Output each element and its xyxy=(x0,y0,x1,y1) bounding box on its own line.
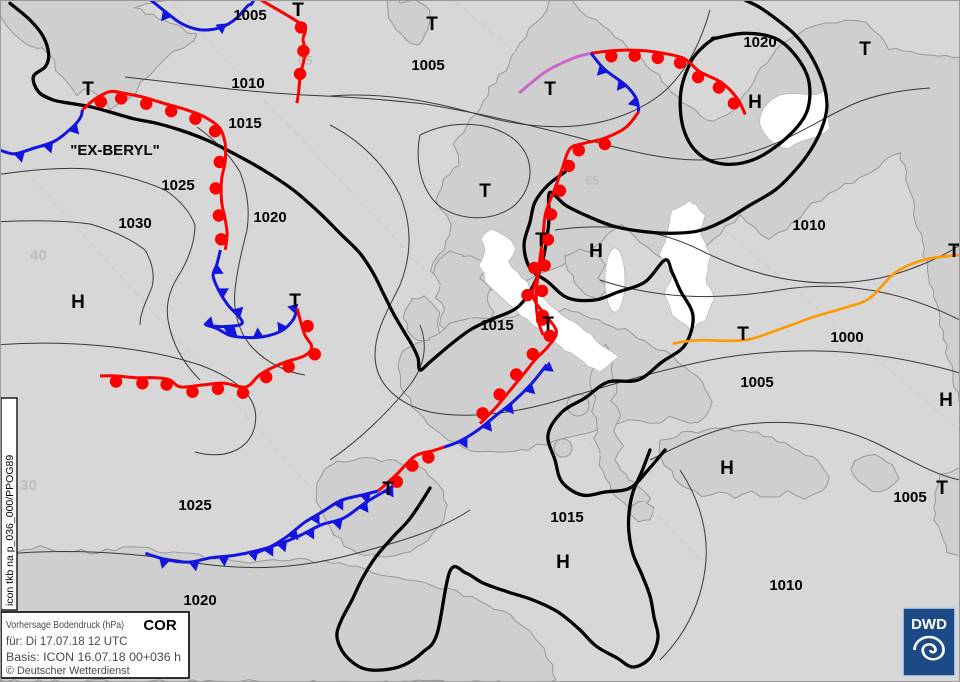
svg-text:1020: 1020 xyxy=(743,34,776,51)
svg-text:1010: 1010 xyxy=(231,75,264,92)
svg-text:1005: 1005 xyxy=(411,57,444,74)
svg-text:1010: 1010 xyxy=(792,217,825,234)
svg-text:Basis: ICON 16.07.18 00+036 h: Basis: ICON 16.07.18 00+036 h xyxy=(6,652,181,664)
svg-text:COR: COR xyxy=(143,617,177,634)
svg-text:1010: 1010 xyxy=(769,577,802,594)
svg-text:T: T xyxy=(535,230,547,251)
svg-text:T: T xyxy=(292,0,304,21)
svg-text:H: H xyxy=(556,552,570,573)
svg-text:1005: 1005 xyxy=(893,489,926,506)
svg-text:T: T xyxy=(859,39,871,60)
svg-text:H: H xyxy=(720,458,734,479)
svg-text:1030: 1030 xyxy=(118,215,151,232)
svg-text:H: H xyxy=(589,241,603,262)
svg-text:T: T xyxy=(479,181,491,202)
svg-text:H: H xyxy=(748,92,762,113)
svg-text:1025: 1025 xyxy=(178,497,211,514)
svg-text:T: T xyxy=(82,79,94,100)
svg-text:1005: 1005 xyxy=(740,374,773,391)
svg-text:icon tkb na p_036_000/PPOG89: icon tkb na p_036_000/PPOG89 xyxy=(4,455,16,606)
svg-text:T: T xyxy=(426,14,438,35)
svg-text:1020: 1020 xyxy=(253,209,286,226)
svg-text:T: T xyxy=(948,241,960,262)
svg-text:1005: 1005 xyxy=(233,7,266,24)
svg-text:1015: 1015 xyxy=(480,317,513,334)
svg-text:1025: 1025 xyxy=(161,177,194,194)
svg-text:H: H xyxy=(71,292,85,313)
svg-text:T: T xyxy=(382,479,394,500)
svg-text:1020: 1020 xyxy=(183,592,216,609)
svg-text:© Deutscher Wetterdienst: © Deutscher Wetterdienst xyxy=(6,665,130,677)
svg-text:1000: 1000 xyxy=(830,329,863,346)
svg-text:T: T xyxy=(737,324,749,345)
svg-text:DWD: DWD xyxy=(911,616,947,633)
svg-text:für: Di 17.07.18 12 UTC: für: Di 17.07.18 12 UTC xyxy=(6,636,127,648)
svg-text:"EX-BERYL": "EX-BERYL" xyxy=(70,142,160,159)
svg-text:T: T xyxy=(936,478,948,499)
svg-text:H: H xyxy=(939,390,953,411)
svg-text:40: 40 xyxy=(30,247,47,264)
svg-text:30: 30 xyxy=(20,477,37,494)
svg-text:T: T xyxy=(542,314,554,335)
svg-text:1015: 1015 xyxy=(550,509,583,526)
svg-text:Vorhersage Bodendruck (hPa): Vorhersage Bodendruck (hPa) xyxy=(6,620,124,631)
svg-text:1015: 1015 xyxy=(228,115,261,132)
svg-text:65: 65 xyxy=(585,173,599,188)
svg-text:T: T xyxy=(544,79,556,100)
svg-text:T: T xyxy=(289,291,301,312)
